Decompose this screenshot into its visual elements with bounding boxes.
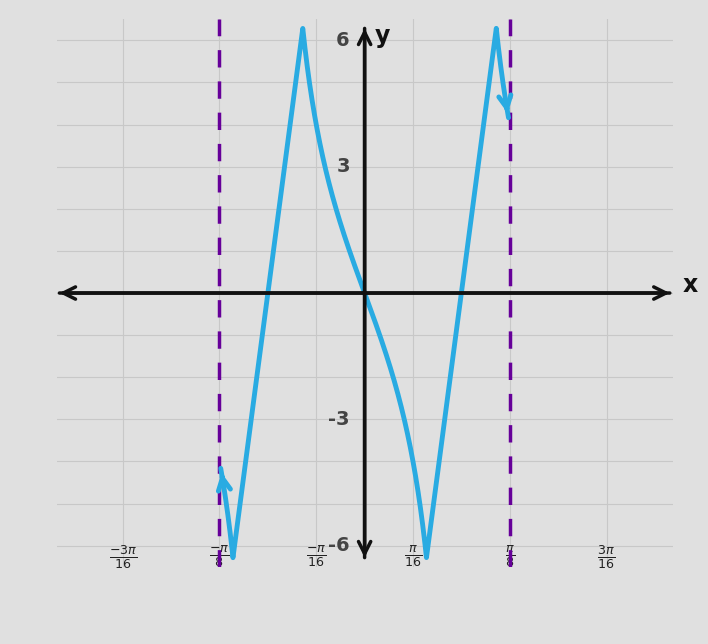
Text: -3: -3 — [329, 410, 350, 429]
Text: 6: 6 — [336, 31, 350, 50]
Text: $\frac{-\pi}{8}$: $\frac{-\pi}{8}$ — [210, 544, 229, 569]
Text: -6: -6 — [329, 536, 350, 555]
Text: $\frac{\pi}{8}$: $\frac{\pi}{8}$ — [505, 544, 515, 569]
Text: $\frac{-3\pi}{16}$: $\frac{-3\pi}{16}$ — [108, 544, 137, 571]
Text: $\frac{3\pi}{16}$: $\frac{3\pi}{16}$ — [598, 544, 615, 571]
Text: x: x — [683, 274, 697, 298]
Text: $\frac{-\pi}{16}$: $\frac{-\pi}{16}$ — [306, 544, 326, 569]
Text: 3: 3 — [336, 157, 350, 176]
Text: y: y — [375, 24, 390, 48]
Text: $\frac{\pi}{16}$: $\frac{\pi}{16}$ — [404, 544, 422, 569]
